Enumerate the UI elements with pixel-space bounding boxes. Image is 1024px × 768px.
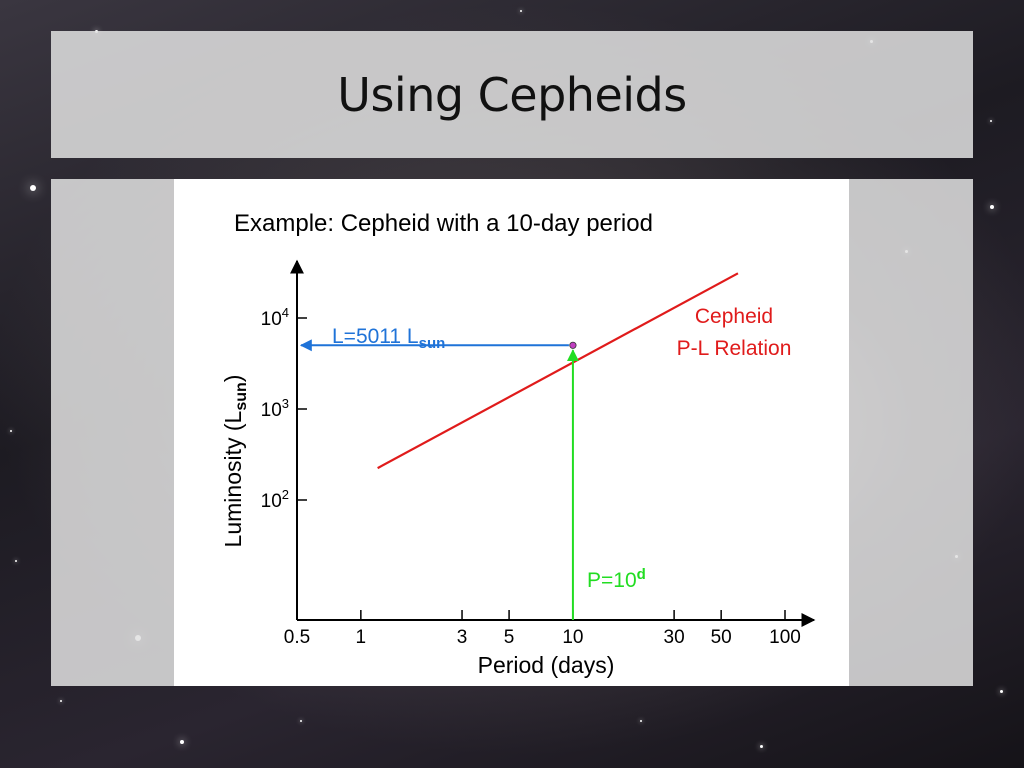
x-axis-label: Period (days): [478, 652, 615, 678]
star-dot: [520, 10, 522, 12]
series-label-line1: Cepheid: [695, 305, 773, 328]
star-dot: [640, 720, 642, 722]
y-tick-label: 103: [261, 396, 289, 421]
y-tick-exponent: 3: [282, 396, 289, 411]
star-dot: [990, 120, 992, 122]
star-dot: [180, 740, 184, 744]
star-dot: [760, 745, 763, 748]
star-dot: [10, 430, 12, 432]
x-ticks: 0.5 1 3 5 10 30 50 100: [284, 610, 801, 648]
title-band: Using Cepheids: [51, 31, 973, 158]
y-tick-base: 10: [261, 400, 282, 421]
period-annotation-main: P=10: [587, 569, 637, 592]
chart-svg: Example: Cepheid with a 10-day period 0.…: [220, 210, 816, 678]
y-axis-label-sub: sun: [233, 382, 250, 410]
cepheid-marker: [569, 341, 577, 349]
x-tick-label: 5: [504, 627, 515, 648]
star-dot: [15, 560, 17, 562]
y-axis-label: Luminosity (Lsun): [220, 375, 250, 548]
x-tick-label: 50: [711, 627, 732, 648]
axes: [290, 259, 816, 627]
star-dot: [1000, 690, 1003, 693]
chart-figure: Example: Cepheid with a 10-day period 0.…: [174, 179, 849, 686]
y-tick-exponent: 4: [282, 305, 289, 320]
period-annotation-sup: d: [637, 566, 646, 583]
series-label-line2: P-L Relation: [677, 337, 792, 360]
star-dot: [990, 205, 994, 209]
period-annotation: P=10d: [587, 566, 646, 592]
y-tick-label: 102: [261, 487, 289, 512]
luminosity-annotation-sub: sun: [419, 335, 446, 352]
x-tick-label: 30: [664, 627, 685, 648]
star-dot: [30, 185, 36, 191]
luminosity-annotation: L=5011 Lsun: [332, 325, 445, 352]
x-tick-label: 10: [562, 627, 583, 648]
luminosity-annotation-main: L=5011 L: [332, 325, 419, 348]
y-tick-exponent: 2: [282, 487, 289, 502]
x-tick-label: 1: [356, 627, 367, 648]
pl-relation-line: [377, 272, 739, 470]
x-tick-label: 100: [769, 627, 801, 648]
star-dot: [60, 700, 62, 702]
x-tick-label: 0.5: [284, 627, 310, 648]
y-tick-base: 10: [261, 309, 282, 330]
star-dot: [300, 720, 302, 722]
x-tick-label: 3: [457, 627, 468, 648]
chart-title: Example: Cepheid with a 10-day period: [234, 210, 653, 237]
y-axis-label-close: ): [220, 375, 246, 383]
y-tick-label: 104: [261, 305, 289, 330]
slide-title: Using Cepheids: [337, 67, 687, 122]
y-axis-label-main: Luminosity (L: [220, 410, 246, 547]
y-tick-base: 10: [261, 491, 282, 512]
